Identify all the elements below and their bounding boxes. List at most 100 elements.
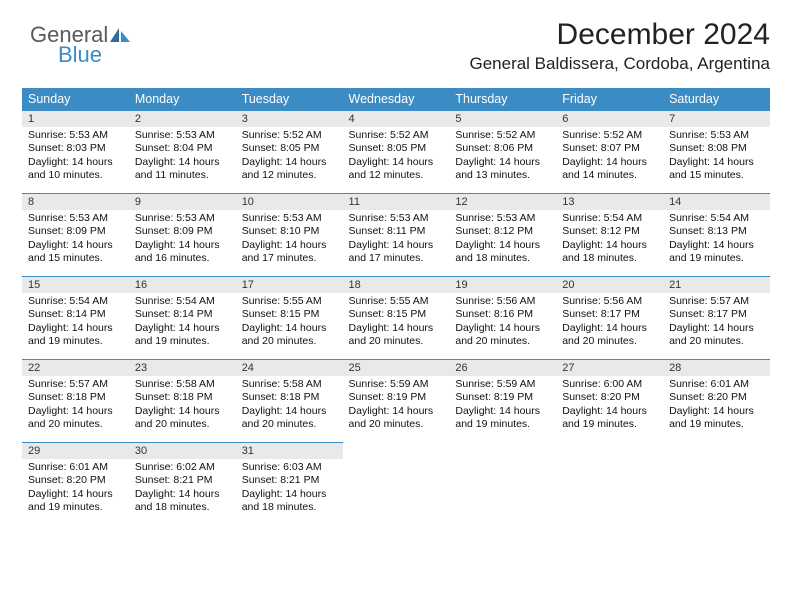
- day-details: Sunrise: 5:55 AMSunset: 8:15 PMDaylight:…: [343, 293, 450, 353]
- calendar-day-cell: 13Sunrise: 5:54 AMSunset: 8:12 PMDayligh…: [556, 193, 663, 276]
- calendar-day-cell: 12Sunrise: 5:53 AMSunset: 8:12 PMDayligh…: [449, 193, 556, 276]
- calendar-day-cell: 30Sunrise: 6:02 AMSunset: 8:21 PMDayligh…: [129, 442, 236, 525]
- day-number: 6: [556, 110, 663, 127]
- day-details: Sunrise: 5:52 AMSunset: 8:05 PMDaylight:…: [236, 127, 343, 187]
- day-number: 9: [129, 193, 236, 210]
- day-details: Sunrise: 5:52 AMSunset: 8:07 PMDaylight:…: [556, 127, 663, 187]
- calendar-day-cell: 25Sunrise: 5:59 AMSunset: 8:19 PMDayligh…: [343, 359, 450, 442]
- day-details: Sunrise: 5:54 AMSunset: 8:14 PMDaylight:…: [22, 293, 129, 353]
- day-number: 4: [343, 110, 450, 127]
- day-details: Sunrise: 5:53 AMSunset: 8:11 PMDaylight:…: [343, 210, 450, 270]
- weekday-header: Sunday: [22, 88, 129, 110]
- day-number: 23: [129, 359, 236, 376]
- weekday-header: Wednesday: [343, 88, 450, 110]
- calendar-day-cell: 1Sunrise: 5:53 AMSunset: 8:03 PMDaylight…: [22, 110, 129, 193]
- calendar-day-cell: 19Sunrise: 5:56 AMSunset: 8:16 PMDayligh…: [449, 276, 556, 359]
- day-details: Sunrise: 5:53 AMSunset: 8:12 PMDaylight:…: [449, 210, 556, 270]
- page-subtitle: General Baldissera, Cordoba, Argentina: [22, 54, 770, 74]
- day-number: 24: [236, 359, 343, 376]
- day-details: Sunrise: 5:57 AMSunset: 8:17 PMDaylight:…: [663, 293, 770, 353]
- day-number: 10: [236, 193, 343, 210]
- day-details: Sunrise: 5:53 AMSunset: 8:10 PMDaylight:…: [236, 210, 343, 270]
- calendar-day-cell: 24Sunrise: 5:58 AMSunset: 8:18 PMDayligh…: [236, 359, 343, 442]
- calendar-day-cell: 4Sunrise: 5:52 AMSunset: 8:05 PMDaylight…: [343, 110, 450, 193]
- calendar-day-cell: 31Sunrise: 6:03 AMSunset: 8:21 PMDayligh…: [236, 442, 343, 525]
- calendar-day-cell: 15Sunrise: 5:54 AMSunset: 8:14 PMDayligh…: [22, 276, 129, 359]
- calendar-day-cell: 7Sunrise: 5:53 AMSunset: 8:08 PMDaylight…: [663, 110, 770, 193]
- day-number: 31: [236, 442, 343, 459]
- calendar-day-cell: 29Sunrise: 6:01 AMSunset: 8:20 PMDayligh…: [22, 442, 129, 525]
- day-number: 12: [449, 193, 556, 210]
- weekday-header: Tuesday: [236, 88, 343, 110]
- day-number: 19: [449, 276, 556, 293]
- sail-icon: [110, 24, 130, 46]
- weekday-header: Monday: [129, 88, 236, 110]
- day-number: 14: [663, 193, 770, 210]
- day-details: Sunrise: 6:01 AMSunset: 8:20 PMDaylight:…: [663, 376, 770, 436]
- brand-logo: General Blue: [30, 24, 130, 66]
- day-number: 8: [22, 193, 129, 210]
- calendar-day-cell: 6Sunrise: 5:52 AMSunset: 8:07 PMDaylight…: [556, 110, 663, 193]
- day-number: 7: [663, 110, 770, 127]
- day-details: Sunrise: 6:03 AMSunset: 8:21 PMDaylight:…: [236, 459, 343, 519]
- day-number: 13: [556, 193, 663, 210]
- calendar-day-cell: 20Sunrise: 5:56 AMSunset: 8:17 PMDayligh…: [556, 276, 663, 359]
- day-details: Sunrise: 6:01 AMSunset: 8:20 PMDaylight:…: [22, 459, 129, 519]
- day-number: 21: [663, 276, 770, 293]
- day-number: 18: [343, 276, 450, 293]
- day-number: 11: [343, 193, 450, 210]
- day-number: 29: [22, 442, 129, 459]
- day-details: Sunrise: 5:53 AMSunset: 8:08 PMDaylight:…: [663, 127, 770, 187]
- page-title: December 2024: [22, 18, 770, 52]
- day-details: Sunrise: 5:54 AMSunset: 8:12 PMDaylight:…: [556, 210, 663, 270]
- calendar-day-cell: 14Sunrise: 5:54 AMSunset: 8:13 PMDayligh…: [663, 193, 770, 276]
- calendar-day-cell: [663, 442, 770, 525]
- day-details: Sunrise: 6:02 AMSunset: 8:21 PMDaylight:…: [129, 459, 236, 519]
- calendar-week-row: 1Sunrise: 5:53 AMSunset: 8:03 PMDaylight…: [22, 110, 770, 193]
- calendar-week-row: 22Sunrise: 5:57 AMSunset: 8:18 PMDayligh…: [22, 359, 770, 442]
- day-number: 28: [663, 359, 770, 376]
- day-details: Sunrise: 5:52 AMSunset: 8:05 PMDaylight:…: [343, 127, 450, 187]
- calendar-table: SundayMondayTuesdayWednesdayThursdayFrid…: [22, 88, 770, 525]
- weekday-header: Friday: [556, 88, 663, 110]
- calendar-day-cell: 21Sunrise: 5:57 AMSunset: 8:17 PMDayligh…: [663, 276, 770, 359]
- calendar-day-cell: 10Sunrise: 5:53 AMSunset: 8:10 PMDayligh…: [236, 193, 343, 276]
- calendar-day-cell: [449, 442, 556, 525]
- calendar-day-cell: [556, 442, 663, 525]
- calendar-week-row: 8Sunrise: 5:53 AMSunset: 8:09 PMDaylight…: [22, 193, 770, 276]
- day-details: Sunrise: 5:54 AMSunset: 8:13 PMDaylight:…: [663, 210, 770, 270]
- day-details: Sunrise: 5:55 AMSunset: 8:15 PMDaylight:…: [236, 293, 343, 353]
- day-number: 30: [129, 442, 236, 459]
- day-details: Sunrise: 5:53 AMSunset: 8:09 PMDaylight:…: [22, 210, 129, 270]
- day-number: 22: [22, 359, 129, 376]
- weekday-header: Saturday: [663, 88, 770, 110]
- calendar-day-cell: 5Sunrise: 5:52 AMSunset: 8:06 PMDaylight…: [449, 110, 556, 193]
- calendar-day-cell: 3Sunrise: 5:52 AMSunset: 8:05 PMDaylight…: [236, 110, 343, 193]
- calendar-header-row: SundayMondayTuesdayWednesdayThursdayFrid…: [22, 88, 770, 110]
- day-number: 17: [236, 276, 343, 293]
- day-details: Sunrise: 5:53 AMSunset: 8:03 PMDaylight:…: [22, 127, 129, 187]
- day-details: Sunrise: 5:57 AMSunset: 8:18 PMDaylight:…: [22, 376, 129, 436]
- calendar-day-cell: 9Sunrise: 5:53 AMSunset: 8:09 PMDaylight…: [129, 193, 236, 276]
- calendar-day-cell: 27Sunrise: 6:00 AMSunset: 8:20 PMDayligh…: [556, 359, 663, 442]
- day-number: 2: [129, 110, 236, 127]
- calendar-day-cell: 23Sunrise: 5:58 AMSunset: 8:18 PMDayligh…: [129, 359, 236, 442]
- day-details: Sunrise: 5:53 AMSunset: 8:09 PMDaylight:…: [129, 210, 236, 270]
- day-number: 20: [556, 276, 663, 293]
- day-details: Sunrise: 5:58 AMSunset: 8:18 PMDaylight:…: [129, 376, 236, 436]
- day-details: Sunrise: 5:54 AMSunset: 8:14 PMDaylight:…: [129, 293, 236, 353]
- calendar-day-cell: 28Sunrise: 6:01 AMSunset: 8:20 PMDayligh…: [663, 359, 770, 442]
- calendar-week-row: 29Sunrise: 6:01 AMSunset: 8:20 PMDayligh…: [22, 442, 770, 525]
- calendar-day-cell: 18Sunrise: 5:55 AMSunset: 8:15 PMDayligh…: [343, 276, 450, 359]
- day-details: Sunrise: 5:58 AMSunset: 8:18 PMDaylight:…: [236, 376, 343, 436]
- calendar-day-cell: 26Sunrise: 5:59 AMSunset: 8:19 PMDayligh…: [449, 359, 556, 442]
- day-details: Sunrise: 5:56 AMSunset: 8:16 PMDaylight:…: [449, 293, 556, 353]
- day-number: 25: [343, 359, 450, 376]
- calendar-day-cell: 17Sunrise: 5:55 AMSunset: 8:15 PMDayligh…: [236, 276, 343, 359]
- day-number: 16: [129, 276, 236, 293]
- day-number: 15: [22, 276, 129, 293]
- day-details: Sunrise: 5:56 AMSunset: 8:17 PMDaylight:…: [556, 293, 663, 353]
- day-details: Sunrise: 6:00 AMSunset: 8:20 PMDaylight:…: [556, 376, 663, 436]
- calendar-day-cell: 2Sunrise: 5:53 AMSunset: 8:04 PMDaylight…: [129, 110, 236, 193]
- brand-part2: Blue: [58, 44, 130, 66]
